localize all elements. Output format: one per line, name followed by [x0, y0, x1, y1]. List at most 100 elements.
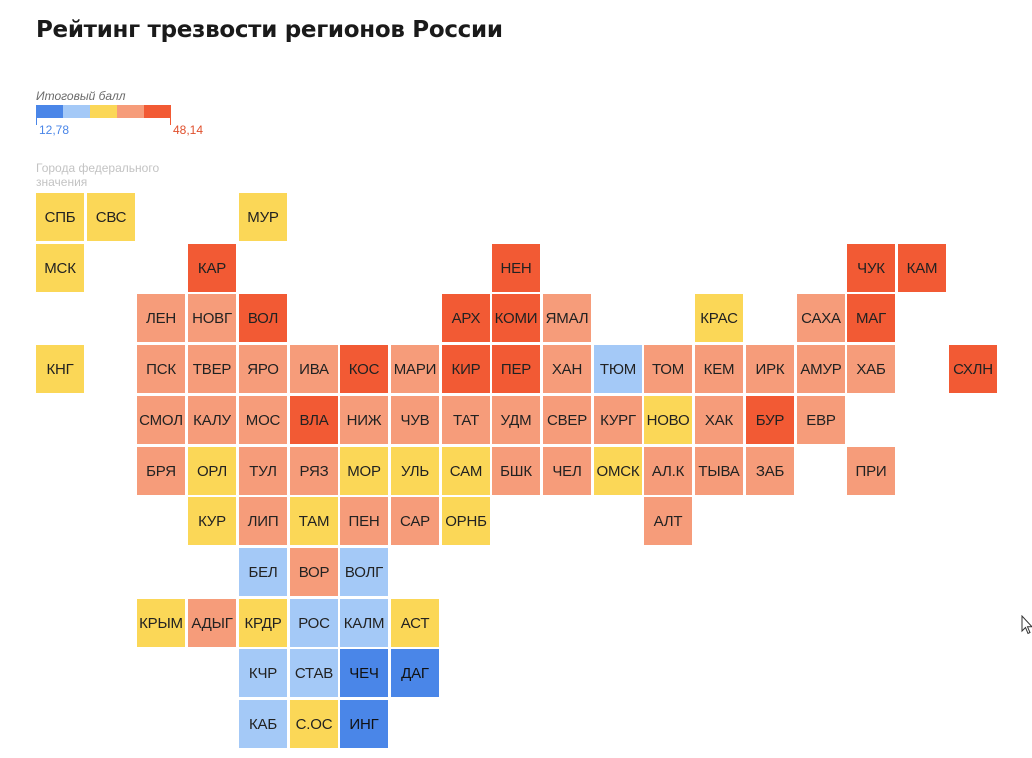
region-tile[interactable]: ВОР: [290, 548, 338, 596]
region-tile[interactable]: ИНГ: [340, 700, 388, 748]
region-tile[interactable]: ТАТ: [442, 396, 490, 444]
region-tile[interactable]: НИЖ: [340, 396, 388, 444]
region-tile[interactable]: СПБ: [36, 193, 84, 241]
region-tile[interactable]: САР: [391, 497, 439, 545]
region-tile[interactable]: ХАК: [695, 396, 743, 444]
region-tile[interactable]: КАМ: [898, 244, 946, 292]
region-tile[interactable]: КИР: [442, 345, 490, 393]
region-label: ОМСК: [596, 462, 640, 480]
region-label: СВЕР: [546, 411, 588, 429]
region-tile[interactable]: БУР: [746, 396, 794, 444]
region-label: БУР: [755, 411, 785, 429]
region-tile[interactable]: МОС: [239, 396, 287, 444]
region-tile[interactable]: АЛТ: [644, 497, 692, 545]
region-tile[interactable]: КАБ: [239, 700, 287, 748]
region-tile[interactable]: КОМИ: [492, 294, 540, 342]
region-tile[interactable]: ЧЕЧ: [340, 649, 388, 697]
region-tile[interactable]: ТАМ: [290, 497, 338, 545]
region-tile[interactable]: ВОЛ: [239, 294, 287, 342]
region-tile[interactable]: ЛЕН: [137, 294, 185, 342]
region-tile[interactable]: ЧУК: [847, 244, 895, 292]
region-tile[interactable]: АМУР: [797, 345, 845, 393]
region-tile[interactable]: ТЮМ: [594, 345, 642, 393]
region-tile[interactable]: АДЫГ: [188, 599, 236, 647]
region-label: СТАВ: [294, 664, 334, 682]
region-tile[interactable]: МОР: [340, 447, 388, 495]
region-tile[interactable]: СВЕР: [543, 396, 591, 444]
region-tile[interactable]: ВЛА: [290, 396, 338, 444]
region-tile[interactable]: УЛЬ: [391, 447, 439, 495]
region-tile[interactable]: СТАВ: [290, 649, 338, 697]
region-tile[interactable]: УДМ: [492, 396, 540, 444]
region-tile[interactable]: МАГ: [847, 294, 895, 342]
region-label: КИР: [451, 360, 481, 378]
region-tile[interactable]: ПЕН: [340, 497, 388, 545]
region-label: ТЫВА: [698, 462, 740, 480]
region-tile[interactable]: МСК: [36, 244, 84, 292]
region-tile[interactable]: ТОМ: [644, 345, 692, 393]
region-tile[interactable]: КАР: [188, 244, 236, 292]
region-tile[interactable]: КАЛУ: [188, 396, 236, 444]
region-tile[interactable]: НОВО: [644, 396, 692, 444]
region-tile[interactable]: С.ОС: [290, 700, 338, 748]
region-tile[interactable]: ИВА: [290, 345, 338, 393]
region-label: НОВГ: [192, 309, 232, 327]
region-tile[interactable]: АСТ: [391, 599, 439, 647]
region-tile[interactable]: ХАН: [543, 345, 591, 393]
region-tile[interactable]: НЕН: [492, 244, 540, 292]
region-tile[interactable]: ЗАБ: [746, 447, 794, 495]
region-tile[interactable]: РЯЗ: [290, 447, 338, 495]
region-tile[interactable]: БЕЛ: [239, 548, 287, 596]
region-label: САР: [400, 512, 430, 530]
region-label: ПСК: [146, 360, 176, 378]
region-tile[interactable]: КУРГ: [594, 396, 642, 444]
region-tile[interactable]: КОС: [340, 345, 388, 393]
region-tile[interactable]: СХЛН: [949, 345, 997, 393]
region-tile[interactable]: КРЫМ: [137, 599, 185, 647]
region-label: С.ОС: [295, 715, 333, 733]
region-tile[interactable]: МАРИ: [391, 345, 439, 393]
region-tile[interactable]: ТВЕР: [188, 345, 236, 393]
region-tile[interactable]: САХА: [797, 294, 845, 342]
region-tile[interactable]: ПЕР: [492, 345, 540, 393]
region-tile[interactable]: ЧУВ: [391, 396, 439, 444]
federal-cities-note: Города федерального значения: [36, 161, 160, 189]
region-tile[interactable]: ИРК: [746, 345, 794, 393]
region-tile[interactable]: ТУЛ: [239, 447, 287, 495]
region-tile[interactable]: СМОЛ: [137, 396, 185, 444]
region-tile[interactable]: ВОЛГ: [340, 548, 388, 596]
region-label: ХАК: [704, 411, 734, 429]
region-tile[interactable]: ХАБ: [847, 345, 895, 393]
region-tile[interactable]: КНГ: [36, 345, 84, 393]
region-tile[interactable]: САМ: [442, 447, 490, 495]
region-tile[interactable]: ДАГ: [391, 649, 439, 697]
region-tile[interactable]: МУР: [239, 193, 287, 241]
region-tile[interactable]: АЛ.К: [644, 447, 692, 495]
region-label: КРЫМ: [139, 614, 183, 632]
region-tile[interactable]: КРАС: [695, 294, 743, 342]
region-tile[interactable]: ОМСК: [594, 447, 642, 495]
region-tile[interactable]: КЕМ: [695, 345, 743, 393]
region-tile[interactable]: КЧР: [239, 649, 287, 697]
region-tile[interactable]: ОРНБ: [442, 497, 490, 545]
region-tile[interactable]: ОРЛ: [188, 447, 236, 495]
region-tile[interactable]: СВС: [87, 193, 135, 241]
region-tile[interactable]: ПСК: [137, 345, 185, 393]
region-tile[interactable]: БШК: [492, 447, 540, 495]
region-tile[interactable]: ТЫВА: [695, 447, 743, 495]
region-label: КАР: [197, 259, 227, 277]
region-tile[interactable]: КУР: [188, 497, 236, 545]
region-tile[interactable]: ЛИП: [239, 497, 287, 545]
region-tile[interactable]: НОВГ: [188, 294, 236, 342]
region-tile[interactable]: КАЛМ: [340, 599, 388, 647]
region-tile[interactable]: ЯРО: [239, 345, 287, 393]
region-tile[interactable]: БРЯ: [137, 447, 185, 495]
region-tile[interactable]: АРХ: [442, 294, 490, 342]
region-tile[interactable]: РОС: [290, 599, 338, 647]
region-tile[interactable]: ЯМАЛ: [543, 294, 591, 342]
region-tile[interactable]: ЕВР: [797, 396, 845, 444]
region-tile[interactable]: ПРИ: [847, 447, 895, 495]
region-tile[interactable]: ЧЕЛ: [543, 447, 591, 495]
region-label: ЕВР: [806, 411, 836, 429]
region-tile[interactable]: КРДР: [239, 599, 287, 647]
